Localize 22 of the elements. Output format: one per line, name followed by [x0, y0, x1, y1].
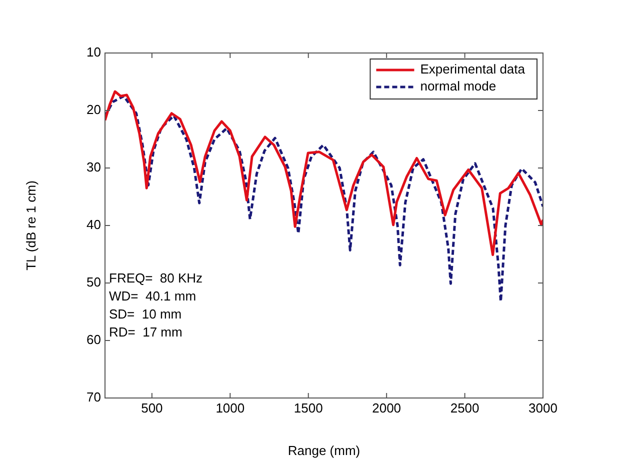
x-tick-label: 1500	[294, 400, 323, 416]
annotation: SD= 10 mm	[109, 306, 182, 322]
y-tick-label: 60	[86, 332, 101, 348]
y-tick-label: 30	[86, 160, 101, 175]
y-tick-label: 50	[86, 274, 101, 290]
y-tick-label: 10	[86, 44, 101, 60]
x-tick-label: 2000	[372, 400, 402, 416]
x-tick-label: 2500	[450, 400, 480, 416]
x-tick-label: 500	[141, 400, 163, 416]
x-axis-title: Range (mm)	[288, 442, 360, 458]
x-tick-label: 1000	[216, 400, 245, 416]
y-tick-label: 40	[86, 217, 101, 232]
line-series	[105, 94, 543, 303]
annotation: FREQ= 80 KHz	[109, 270, 203, 286]
annotation: RD= 17 mm	[109, 324, 182, 340]
annotation: WD= 40.1 mm	[109, 288, 196, 304]
legend-label: normal mode	[420, 78, 496, 94]
y-axis-title: TL (dB re 1 cm)	[23, 180, 38, 270]
y-tick-label: 20	[86, 102, 101, 118]
x-tick-label: 3000	[528, 400, 558, 416]
y-tick-label: 70	[86, 390, 101, 405]
legend-label: Experimental data	[420, 62, 526, 77]
